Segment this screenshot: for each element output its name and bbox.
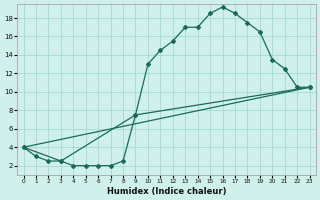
X-axis label: Humidex (Indice chaleur): Humidex (Indice chaleur) [107, 187, 226, 196]
